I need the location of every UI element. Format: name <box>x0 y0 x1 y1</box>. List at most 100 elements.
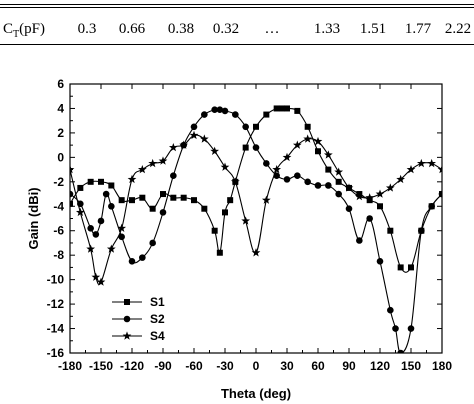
table-cell: 1.77 <box>404 21 432 37</box>
data-point-s2 <box>263 160 270 167</box>
data-point-s2 <box>159 209 167 216</box>
data-point-s4 <box>210 146 220 155</box>
data-point-s1 <box>408 264 414 271</box>
data-point-s1 <box>77 184 84 191</box>
data-point-s1 <box>335 178 342 185</box>
data-point-s2 <box>102 190 110 198</box>
data-point-s4 <box>334 167 344 176</box>
data-point-s2 <box>190 123 198 131</box>
data-point-s2 <box>438 190 442 198</box>
data-point-s2 <box>407 325 415 332</box>
table-cell: 2.22 <box>444 21 472 37</box>
y-tick-label: 4 <box>57 101 64 115</box>
data-point-s1 <box>387 227 394 234</box>
data-point-s1 <box>304 123 311 130</box>
data-point-s2 <box>211 106 218 113</box>
x-axis-title: Theta (deg) <box>221 386 291 401</box>
data-point-s1 <box>108 182 115 189</box>
legend: S1 S2 S4 <box>112 295 165 343</box>
y-tick-label: 2 <box>57 126 64 140</box>
legend-label: S2 <box>150 312 165 326</box>
data-point-s1 <box>377 203 383 210</box>
data-point-s1 <box>170 194 177 201</box>
x-tick-label: -30 <box>216 359 234 373</box>
data-point-s4 <box>354 191 364 201</box>
data-point-s2 <box>118 233 125 241</box>
data-point-s4 <box>106 244 116 253</box>
data-point-s4 <box>127 174 137 184</box>
data-point-s2 <box>314 182 322 189</box>
data-point-s1 <box>278 105 285 112</box>
table-cell: 0.3 <box>77 21 97 37</box>
data-point-s4 <box>303 134 313 143</box>
legend-marker <box>123 315 131 323</box>
legend-item-s1: S1 <box>112 295 165 309</box>
data-point-s4 <box>396 174 406 184</box>
x-tick-label: -60 <box>185 359 203 373</box>
data-point-s4 <box>230 177 240 186</box>
data-point-s4 <box>168 142 178 152</box>
data-point-s2 <box>221 107 229 115</box>
x-tick-label: 120 <box>370 359 390 373</box>
data-point-s2 <box>87 224 94 232</box>
data-point-s1 <box>180 194 187 201</box>
data-point-s4 <box>86 244 96 253</box>
data-point-s1 <box>211 227 218 234</box>
y-tick-label: -14 <box>47 322 65 336</box>
data-point-s2 <box>252 144 260 151</box>
data-point-s2 <box>97 217 105 225</box>
x-tick-label: -120 <box>120 359 144 373</box>
data-point-s1 <box>315 148 321 155</box>
data-point-s1 <box>191 197 197 204</box>
data-point-s4 <box>416 158 426 168</box>
table-header-cell: CT(pF) <box>3 21 45 40</box>
legend-label: S1 <box>150 295 165 309</box>
data-point-s1 <box>118 197 125 204</box>
legend-item-s2: S2 <box>112 312 165 326</box>
data-point-s4 <box>117 223 127 232</box>
x-tick-label: -180 <box>58 359 82 373</box>
data-point-s2 <box>428 202 435 210</box>
data-point-s1 <box>273 105 280 112</box>
data-point-s1 <box>139 194 146 201</box>
data-point-s2 <box>242 123 249 131</box>
data-point-s1 <box>242 144 249 151</box>
data-point-s4 <box>261 195 271 204</box>
y-tick-label: -10 <box>47 273 65 287</box>
series-line-s4 <box>70 134 442 285</box>
y-tick-label: -8 <box>53 248 64 262</box>
data-point-s4 <box>137 164 147 174</box>
data-point-s4 <box>375 189 385 198</box>
table-bottom-rule <box>0 44 474 45</box>
data-point-s1 <box>325 166 332 173</box>
data-point-s4 <box>437 164 442 174</box>
y-tick-label: -16 <box>47 346 65 360</box>
x-tick-label: 90 <box>342 359 356 373</box>
data-point-s2 <box>92 231 100 238</box>
data-point-s1 <box>70 200 73 207</box>
data-point-s1 <box>149 205 156 212</box>
table-cell: 0.32 <box>212 21 240 37</box>
data-point-s1 <box>294 107 301 114</box>
x-tick-label: 30 <box>280 359 294 373</box>
data-point-s2 <box>356 237 363 244</box>
series-layer <box>70 105 442 353</box>
data-point-s2 <box>294 172 301 180</box>
data-point-s1 <box>87 178 94 185</box>
data-point-s4 <box>272 164 282 174</box>
data-point-s4 <box>220 162 230 171</box>
data-point-s4 <box>313 136 323 146</box>
y-tick-label: -12 <box>47 297 65 311</box>
data-point-s4 <box>189 130 199 140</box>
data-point-s2 <box>232 111 239 118</box>
data-point-s2 <box>387 306 394 314</box>
data-point-s2 <box>325 182 332 189</box>
data-point-s4 <box>148 158 158 168</box>
data-point-s1 <box>284 105 290 112</box>
data-point-s2 <box>304 178 311 186</box>
data-point-s1 <box>253 123 259 130</box>
data-point-s2 <box>128 257 136 265</box>
y-tick-label: -2 <box>53 175 64 189</box>
series-s2 <box>70 106 442 353</box>
